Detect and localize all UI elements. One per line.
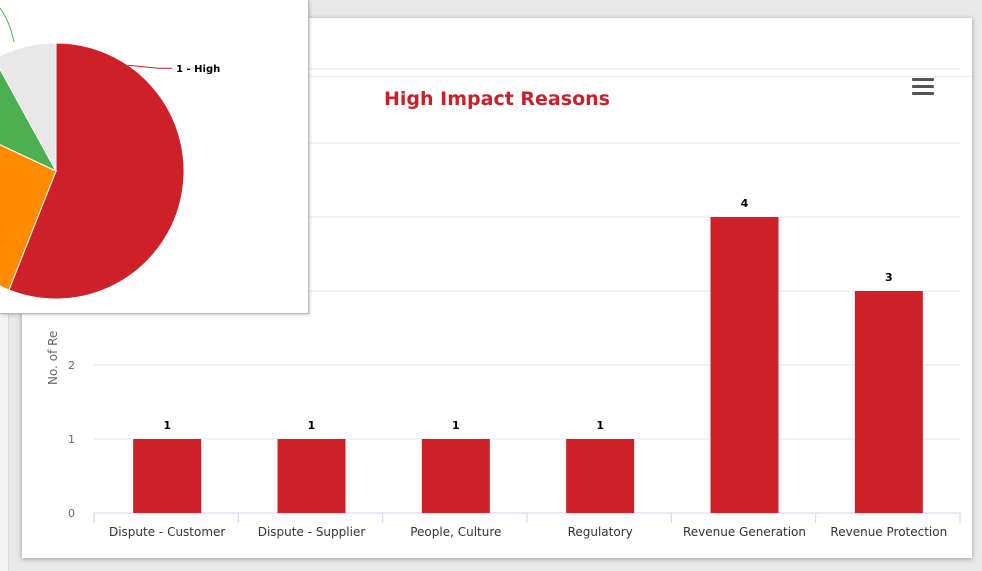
x-tick-label: Regulatory [568,525,633,539]
pie-chart-popup: 1 - High [0,0,309,314]
card-header [22,18,972,77]
bar[interactable] [566,439,635,513]
bar-chart-y-axis-label: No. of Re [46,331,60,385]
bar[interactable] [133,439,202,513]
y-tick-label: 2 [68,359,75,372]
bar[interactable] [710,217,779,513]
pie-slice-label: 1 - High [176,64,220,75]
y-tick-label: 0 [68,507,75,520]
bar-data-label: 1 [452,419,460,432]
bar-chart-y-ticks: 0 1 2 [68,359,75,520]
bar[interactable] [854,291,923,513]
x-tick-label: Dispute - Customer [109,525,225,539]
bar-chart-x-ticks: Dispute - Customer Dispute - Supplier Peop… [109,525,947,539]
pie-slice[interactable] [0,59,58,173]
pie-connector [0,7,15,43]
bar-data-label: 1 [308,419,316,432]
bar-data-label: 1 [596,419,604,432]
y-tick-label: 1 [68,433,75,446]
pie-chart-svg: 1 - High [0,7,220,300]
pie-slice[interactable] [0,42,57,172]
x-tick-label: Revenue Protection [830,525,947,539]
bar-data-label: 1 [163,419,171,432]
x-tick-label: Revenue Generation [683,525,806,539]
pie-slices [0,42,185,300]
bar[interactable] [421,439,490,513]
pie-slice[interactable] [8,42,185,300]
bar-chart-data-labels: 1 1 1 1 4 3 [163,197,892,432]
bar-data-label: 4 [741,197,749,210]
bar[interactable] [277,439,346,513]
bar-chart-bars [133,217,923,513]
pie-slice[interactable] [0,117,57,291]
x-tick-label: People, Culture [410,525,501,539]
hamburger-menu-icon[interactable] [912,78,934,96]
chart-title: High Impact Reasons [384,88,610,110]
pie-labels: 1 - High [0,7,220,75]
pie-connector [128,64,173,69]
bar-chart-axis [93,512,961,523]
bar-data-label: 3 [885,271,893,284]
x-tick-label: Dispute - Supplier [258,525,366,539]
